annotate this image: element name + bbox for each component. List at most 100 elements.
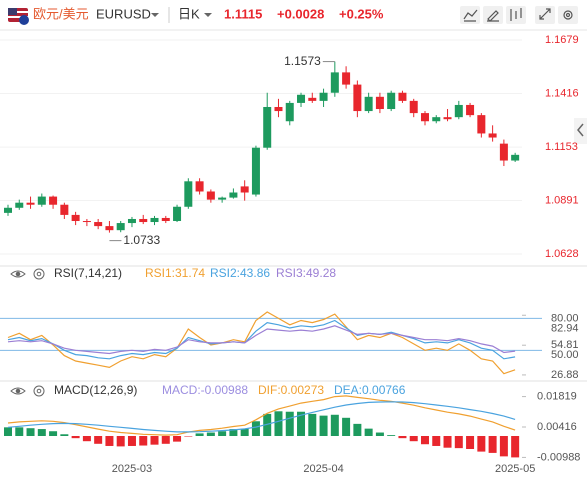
y-tick-label: 1.1153 bbox=[545, 141, 578, 153]
candle-body bbox=[319, 92, 328, 101]
candle-body bbox=[94, 222, 103, 227]
candle-body bbox=[432, 117, 441, 122]
y-tick-label: 82.94 bbox=[551, 322, 579, 334]
histogram-bar bbox=[139, 436, 148, 446]
candle-body bbox=[161, 217, 170, 222]
candle-body bbox=[60, 204, 69, 215]
draw-button[interactable] bbox=[483, 6, 503, 24]
dropdown-icon[interactable] bbox=[204, 13, 212, 17]
histogram-bar bbox=[274, 411, 283, 436]
legend-entry: DIF:0.00273 bbox=[258, 383, 324, 397]
fullscreen-button[interactable] bbox=[535, 6, 555, 24]
candle-body bbox=[263, 106, 272, 148]
legend-entry: RSI3:49.28 bbox=[276, 266, 336, 280]
histogram-bar bbox=[285, 411, 294, 436]
histogram-bar bbox=[432, 436, 441, 446]
candle-body bbox=[274, 106, 283, 112]
x-tick-label: 2025-05 bbox=[495, 463, 535, 475]
candle-body bbox=[49, 196, 58, 205]
visibility-icon[interactable] bbox=[10, 387, 26, 395]
candle-body bbox=[184, 181, 193, 207]
y-tick-label: 50.00 bbox=[551, 349, 579, 361]
candle-body bbox=[150, 217, 159, 223]
collapse-button[interactable] bbox=[574, 118, 587, 144]
candle-body bbox=[330, 72, 339, 93]
candle-body bbox=[173, 206, 182, 222]
visibility-icon[interactable] bbox=[10, 270, 26, 278]
y-tick-label: -0.00988 bbox=[537, 451, 580, 463]
histogram-bar bbox=[398, 436, 407, 439]
candle-body bbox=[71, 214, 80, 222]
indicator-button[interactable] bbox=[460, 6, 480, 24]
settings-button[interactable] bbox=[558, 6, 578, 24]
candle-body bbox=[127, 218, 136, 224]
histogram-bar bbox=[251, 421, 260, 436]
candle-body bbox=[511, 154, 520, 161]
candle-body bbox=[195, 181, 204, 192]
histogram-bar bbox=[150, 436, 159, 445]
histogram-bar bbox=[308, 413, 317, 436]
candle-body bbox=[398, 92, 407, 101]
period[interactable]: 日K bbox=[178, 6, 200, 21]
pair-name[interactable]: 欧元/美元 bbox=[33, 6, 89, 21]
chart-type-button[interactable] bbox=[506, 6, 526, 24]
histogram-bar bbox=[319, 415, 328, 436]
settings-icon[interactable] bbox=[33, 385, 45, 397]
price-change: +0.0028 bbox=[277, 6, 324, 21]
candle-body bbox=[15, 202, 24, 208]
histogram-bar bbox=[116, 436, 125, 447]
histogram-bar bbox=[499, 436, 508, 457]
candle-body bbox=[308, 97, 317, 101]
indicator-line bbox=[7, 401, 516, 433]
candle-body bbox=[229, 192, 238, 198]
candle-body bbox=[454, 104, 463, 118]
histogram-bar bbox=[387, 435, 396, 436]
settings-icon[interactable] bbox=[33, 268, 45, 280]
histogram-bar bbox=[195, 433, 204, 436]
histogram-bar bbox=[49, 431, 58, 436]
candle-body bbox=[26, 202, 35, 205]
x-tick-label: 2025-04 bbox=[303, 463, 343, 475]
histogram-bar bbox=[127, 436, 136, 446]
candle-body bbox=[116, 223, 125, 231]
candle-body bbox=[4, 207, 12, 213]
histogram-bar bbox=[409, 436, 418, 442]
dropdown-icon[interactable] bbox=[151, 13, 159, 17]
header: 欧元/美元 EURUSD 日K 1.1115 +0.0028 +0.25% bbox=[0, 6, 587, 31]
candle-body bbox=[353, 84, 362, 112]
candle-body bbox=[105, 226, 114, 231]
flag-icon bbox=[8, 8, 29, 25]
indicator-line bbox=[7, 325, 516, 355]
symbol[interactable]: EURUSD bbox=[96, 6, 151, 21]
legend-entry: MACD:-0.00988 bbox=[162, 383, 248, 397]
candle-body bbox=[37, 196, 46, 205]
histogram-bar bbox=[466, 436, 475, 449]
candle-body bbox=[443, 117, 452, 120]
rsi-controls bbox=[10, 268, 45, 280]
candle-body bbox=[251, 147, 260, 195]
candle-body bbox=[420, 113, 429, 122]
histogram-bar bbox=[71, 436, 80, 439]
y-tick-label: 26.88 bbox=[551, 369, 579, 381]
percent-change: +0.25% bbox=[339, 6, 384, 21]
histogram-bar bbox=[105, 436, 114, 446]
candle-body bbox=[488, 133, 497, 138]
candle-body bbox=[387, 92, 396, 110]
y-tick-label: 80.00 bbox=[551, 312, 579, 324]
x-tick-label: 2025-03 bbox=[112, 463, 152, 475]
histogram-bar bbox=[297, 411, 306, 436]
legend-entry: RSI2:43.86 bbox=[210, 266, 270, 280]
histogram-bar bbox=[26, 428, 35, 436]
candle-body bbox=[466, 104, 475, 116]
histogram-bar bbox=[375, 432, 384, 436]
histogram-bar bbox=[218, 431, 227, 436]
candle-body bbox=[477, 115, 486, 134]
histogram-bar bbox=[488, 436, 497, 453]
y-tick-label: 0.00416 bbox=[537, 421, 577, 433]
y-tick-label: 0.01819 bbox=[537, 390, 577, 402]
last-price: 1.1115 bbox=[224, 6, 262, 21]
candle-body bbox=[342, 72, 351, 85]
low-annotation: 1.0733 bbox=[123, 233, 160, 247]
legend-entry: RSI1:31.74 bbox=[145, 266, 205, 280]
